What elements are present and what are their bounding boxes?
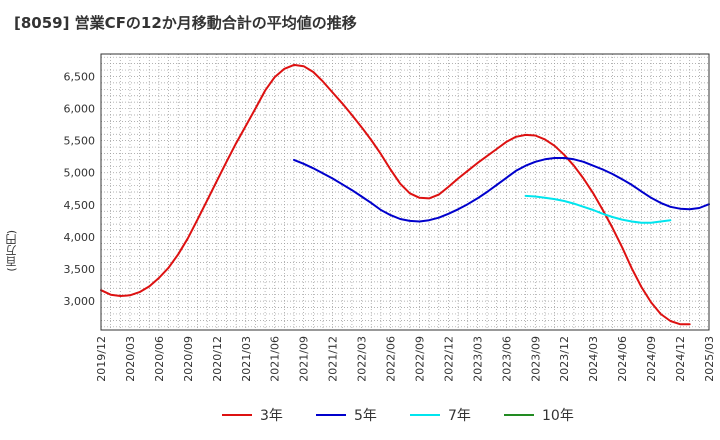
legend-label: 7年 bbox=[448, 408, 471, 424]
x-tick-label: 2020/06 bbox=[153, 336, 166, 382]
legend-swatch bbox=[222, 414, 252, 416]
legend-swatch bbox=[410, 414, 440, 416]
series-line-2 bbox=[524, 194, 672, 224]
x-axis-ticks: 2019/12 2020/03 2020/06 2020/09 2020/12 2021/… bbox=[95, 336, 716, 382]
x-tick-label: 2023/12 bbox=[558, 336, 571, 382]
y-tick-label: 6,000 bbox=[64, 103, 96, 116]
x-tick-label: 2024/12 bbox=[674, 336, 687, 382]
y-tick-label: 6,500 bbox=[64, 70, 96, 83]
x-tick-label: 2022/09 bbox=[413, 336, 426, 382]
y-tick-label: 3,000 bbox=[64, 295, 96, 308]
legend-label: 3年 bbox=[260, 408, 283, 424]
x-tick-label: 2023/09 bbox=[529, 336, 542, 382]
y-axis-ticks: 3,000 3,500 4,000 4,500 5,000 5,500 6,000 6,500 bbox=[64, 70, 96, 308]
x-tick-label: 2020/09 bbox=[182, 336, 195, 382]
x-tick-label: 2023/06 bbox=[500, 336, 513, 382]
legend-item-0: 3年 bbox=[222, 402, 283, 428]
y-tick-label: 4,000 bbox=[64, 231, 96, 244]
legend-item-3: 10年 bbox=[504, 402, 574, 428]
x-tick-label: 2020/03 bbox=[124, 336, 137, 382]
x-tick-label: 2022/06 bbox=[385, 336, 398, 382]
x-tick-label: 2019/12 bbox=[95, 336, 108, 382]
legend-item-1: 5年 bbox=[316, 402, 377, 428]
legend-label: 5年 bbox=[354, 408, 377, 424]
legend-label: 10年 bbox=[542, 408, 574, 424]
legend-swatch bbox=[316, 414, 346, 416]
x-tick-label: 2022/12 bbox=[442, 336, 455, 382]
grid-lines bbox=[100, 54, 710, 330]
x-tick-label: 2023/03 bbox=[471, 336, 484, 382]
x-tick-label: 2025/03 bbox=[703, 336, 716, 382]
x-tick-label: 2024/06 bbox=[616, 336, 629, 382]
chart-legend: 3年 5年 7年 10年 bbox=[0, 402, 720, 428]
x-tick-label: 2020/12 bbox=[211, 336, 224, 382]
plot-area-frame bbox=[100, 53, 710, 331]
legend-item-2: 7年 bbox=[410, 402, 471, 428]
y-tick-label: 3,500 bbox=[64, 263, 96, 276]
legend-swatch bbox=[504, 414, 534, 416]
y-tick-label: 4,500 bbox=[64, 199, 96, 212]
series-line-1 bbox=[293, 157, 710, 223]
x-tick-label: 2021/12 bbox=[327, 336, 340, 382]
series-line-0 bbox=[100, 63, 691, 326]
chart-title: [8059] 営業CFの12か月移動合計の平均値の推移 bbox=[14, 14, 357, 32]
y-tick-label: 5,000 bbox=[64, 167, 96, 180]
y-tick-label: 5,500 bbox=[64, 135, 96, 148]
x-tick-label: 2024/09 bbox=[645, 336, 658, 382]
x-tick-label: 2021/09 bbox=[298, 336, 311, 382]
x-tick-label: 2022/03 bbox=[356, 336, 369, 382]
series-lines bbox=[100, 63, 710, 326]
x-tick-label: 2021/03 bbox=[240, 336, 253, 382]
x-tick-label: 2021/06 bbox=[269, 336, 282, 382]
x-tick-label: 2024/03 bbox=[587, 336, 600, 382]
